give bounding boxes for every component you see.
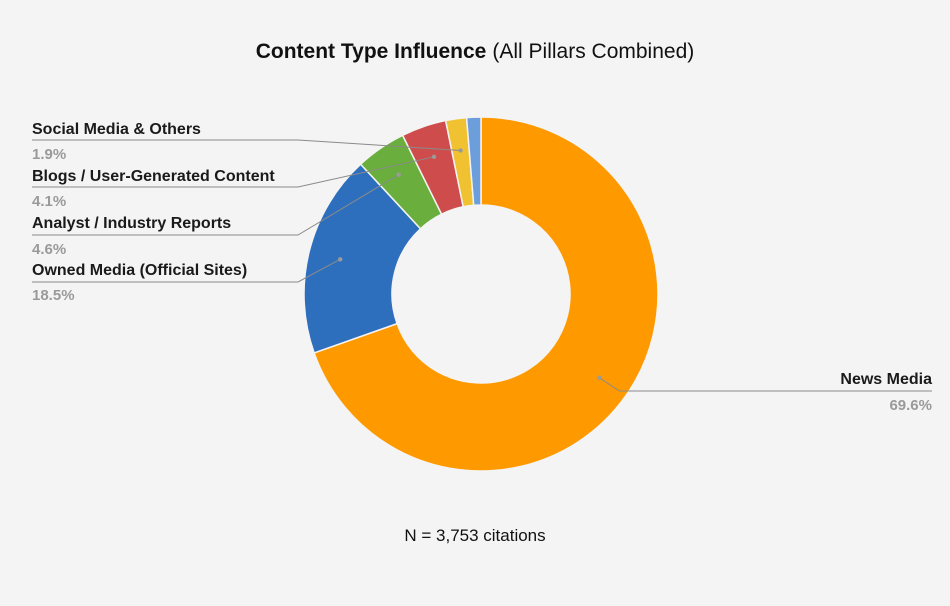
leader-lines-group <box>32 139 932 392</box>
slice-owned-media-official-sites <box>303 163 422 354</box>
slice-unlabeled <box>465 116 482 207</box>
leader-line-owned-media-official-sites <box>32 258 341 283</box>
slice-value-owned-media-official-sites: 18.5% <box>32 287 75 304</box>
chart-title-main: Content Type Influence <box>256 40 487 63</box>
chart-footnote: N = 3,753 citations <box>404 526 545 545</box>
slice-value-social-media-others: 1.9% <box>32 146 66 163</box>
leader-line-news-media <box>599 377 932 392</box>
leader-dot-news-media <box>597 375 602 380</box>
chart-subtitle: (All Pillars Combined) <box>492 40 694 63</box>
slice-value-blogs-user-generated-content: 4.1% <box>32 193 66 210</box>
slices-group <box>303 116 659 472</box>
slice-label-blogs-user-generated-content: Blogs / User-Generated Content <box>32 168 275 185</box>
leader-line-analyst-industry-reports <box>32 174 400 236</box>
leader-dot-analyst-industry-reports <box>396 172 401 177</box>
leader-dot-owned-media-official-sites <box>338 257 343 262</box>
leader-dot-social-media-others <box>458 148 463 153</box>
slice-label-news-media: News Media <box>840 371 932 388</box>
slice-value-analyst-industry-reports: 4.6% <box>32 241 66 258</box>
leader-line-blogs-user-generated-content <box>32 156 435 188</box>
leader-dot-blogs-user-generated-content <box>431 154 437 160</box>
slice-label-analyst-industry-reports: Analyst / Industry Reports <box>32 215 231 232</box>
slice-label-social-media-others: Social Media & Others <box>32 121 201 138</box>
slice-labels-group: News Media 69.6% Owned Media (Official Sit… <box>32 121 932 414</box>
leader-line-social-media-others <box>32 139 461 151</box>
slice-label-owned-media-official-sites: Owned Media (Official Sites) <box>32 262 247 279</box>
chart-title: Content Type Influence (All Pillars Combi… <box>256 40 695 63</box>
slice-value-news-media: 69.6% <box>889 397 932 414</box>
slice-news-media <box>313 116 659 472</box>
